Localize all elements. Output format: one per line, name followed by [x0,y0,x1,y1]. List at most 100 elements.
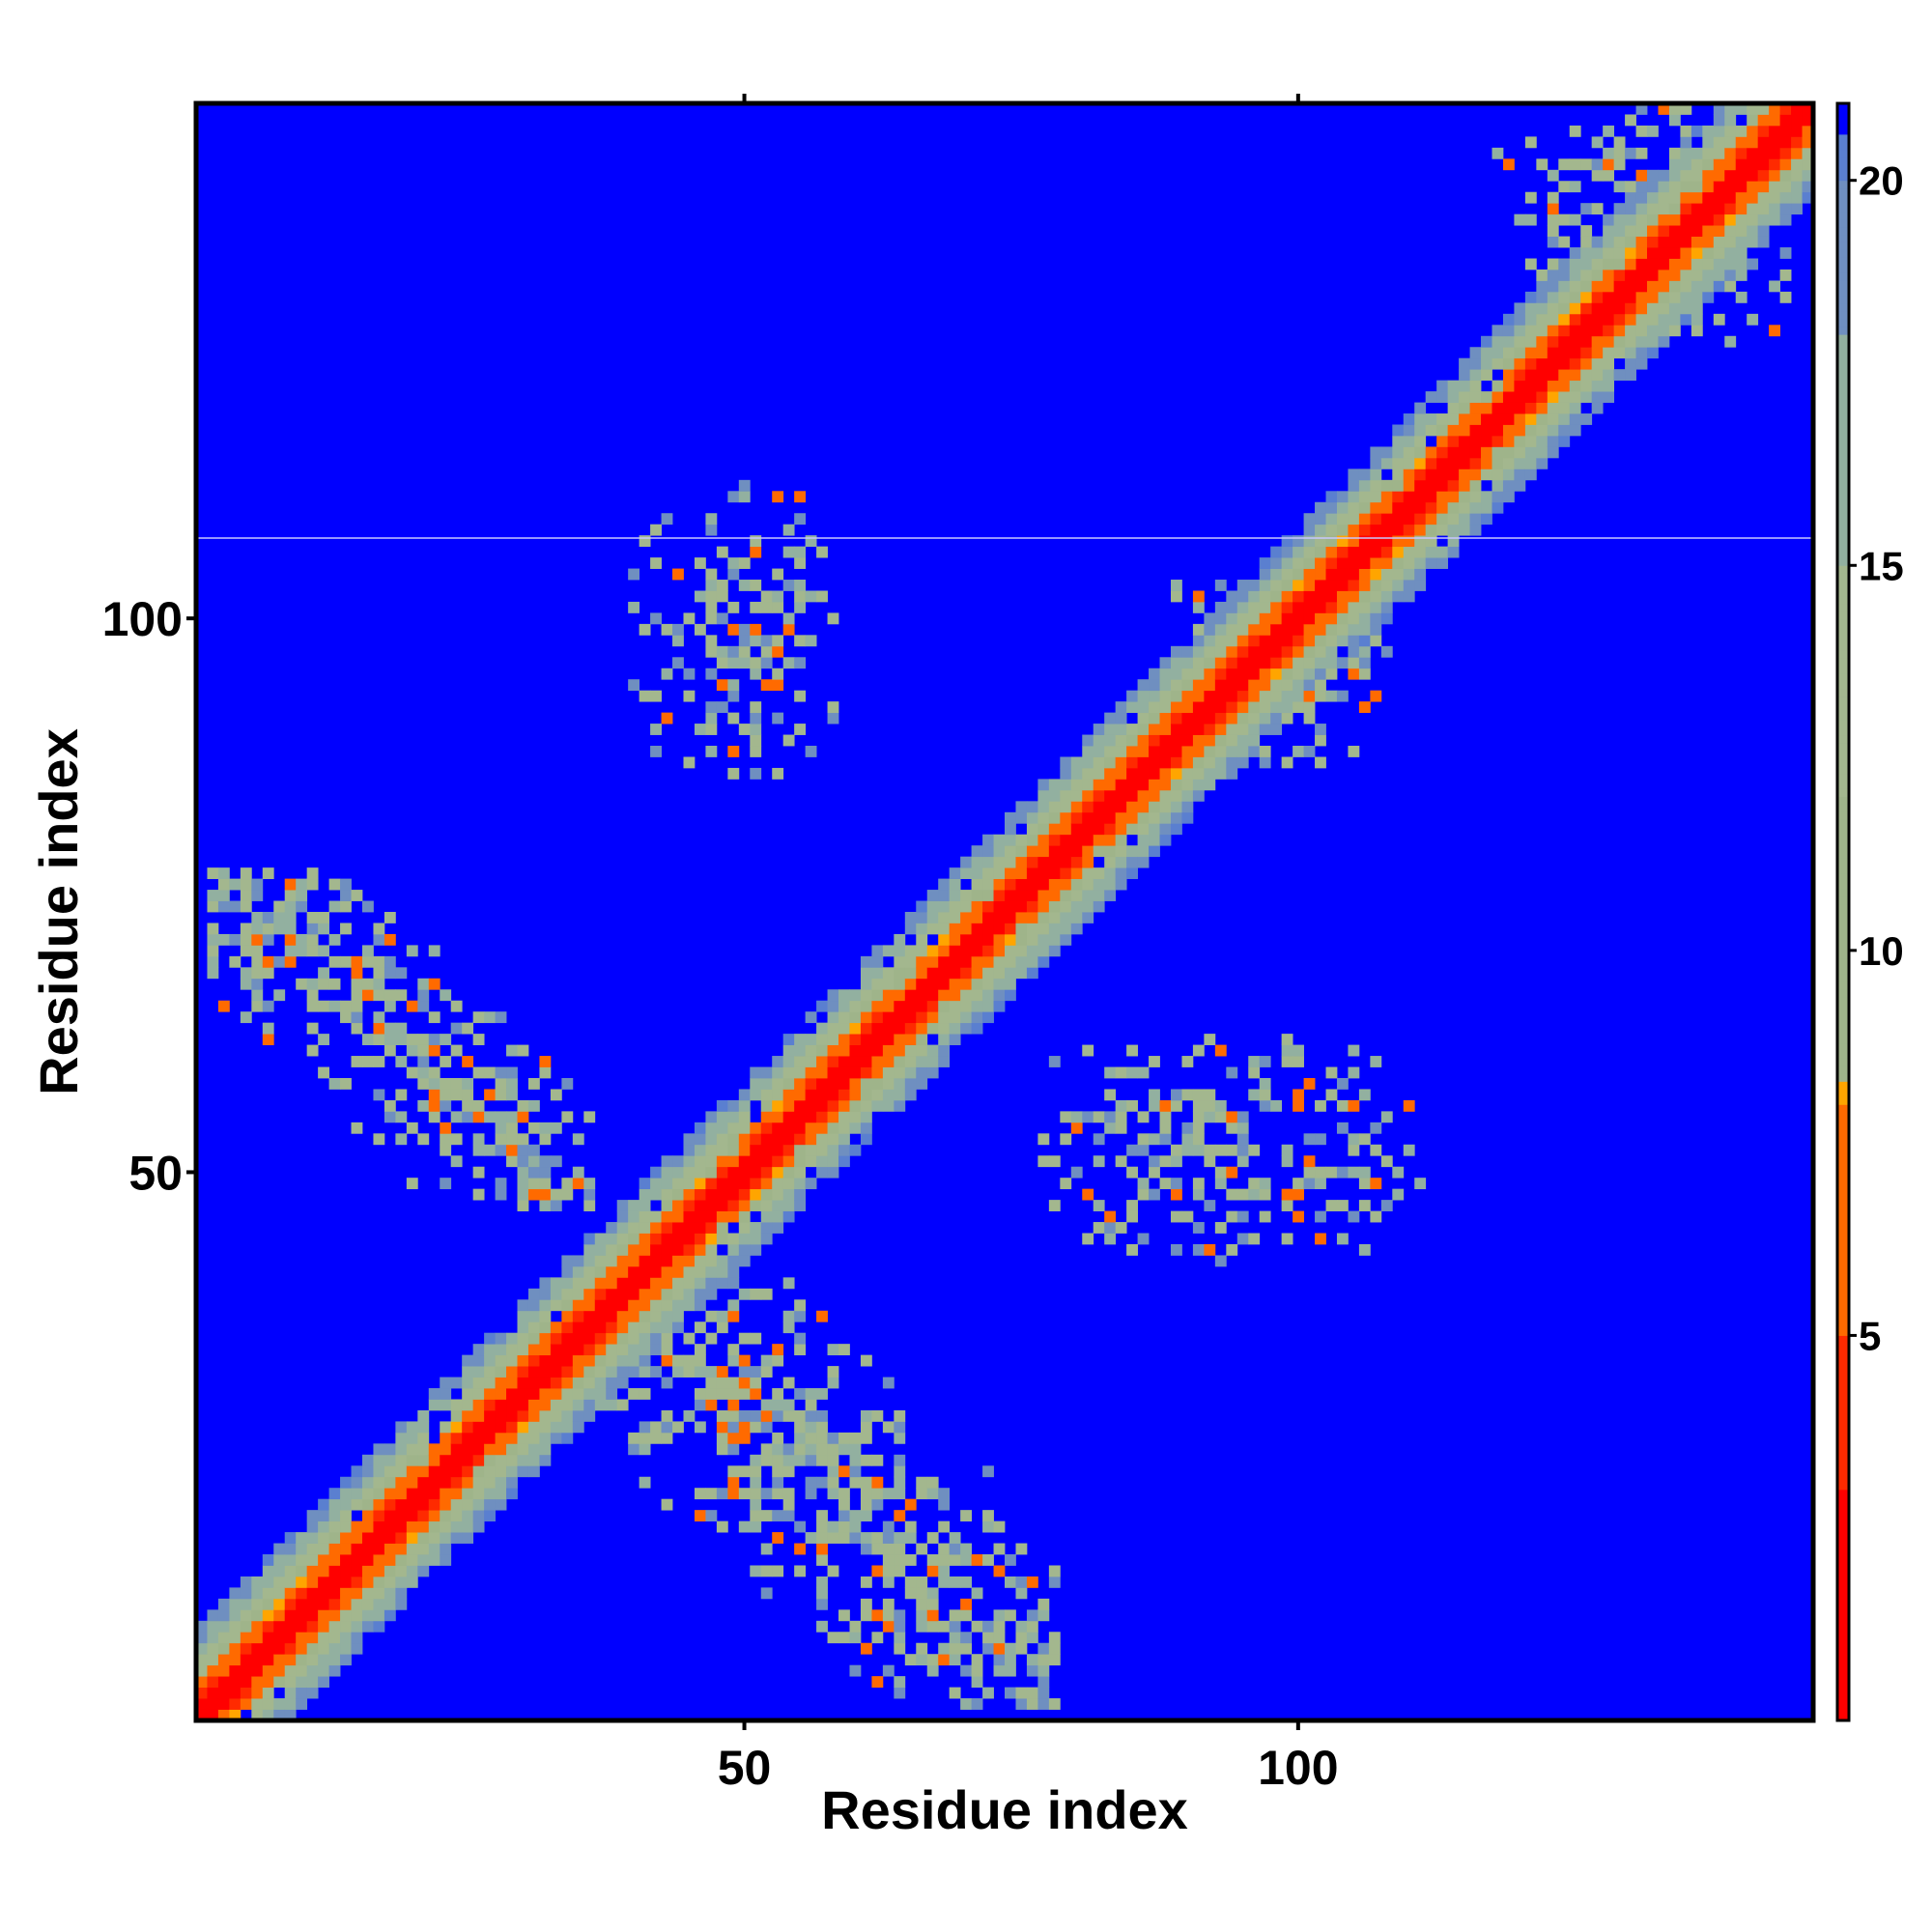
heatmap-cell [1613,258,1626,270]
heatmap-cell [1713,103,1725,115]
heatmap-cell [1149,701,1160,714]
heatmap-cell [583,1188,596,1201]
heatmap-cell [1348,557,1360,569]
heatmap-cell [284,1709,297,1721]
heatmap-cell [1159,690,1172,702]
heatmap-cell [1358,657,1371,669]
heatmap-cell [550,1432,562,1444]
heatmap-cell [772,1222,784,1234]
heatmap-cell [772,590,784,603]
heatmap-cell [1447,391,1460,403]
heatmap-cell [296,1632,308,1644]
heatmap-cell [1281,568,1293,581]
heatmap-cell [705,1510,718,1522]
heatmap-cell [816,1476,828,1489]
heatmap-cell [1569,258,1581,270]
heatmap-cell [207,890,219,901]
heatmap-cell [1591,335,1604,348]
heatmap-cell [251,1632,264,1644]
heatmap-cell [650,1255,662,1267]
heatmap-cell [827,1476,839,1489]
heatmap-cell [1613,313,1626,326]
heatmap-cell [1048,1056,1061,1067]
heatmap-cell [871,1632,884,1644]
colorbar-segment [1837,472,1849,482]
heatmap-cell [1181,746,1194,757]
heatmap-cell [904,923,917,935]
heatmap-cell [1558,258,1571,270]
heatmap-cell [982,923,994,935]
heatmap-cell [628,1321,640,1334]
heatmap-cell [694,1388,706,1400]
heatmap-cell [1370,501,1382,514]
colorbar-segment [1837,657,1849,667]
heatmap-cell [1236,701,1249,714]
heatmap-cell [1791,114,1803,127]
heatmap-cell [462,1498,474,1511]
heatmap-cell [805,1409,817,1422]
heatmap-cell [1492,347,1504,359]
heatmap-cell [616,1210,629,1223]
heatmap-cell [794,1133,807,1146]
heatmap-cell [816,1133,828,1146]
heatmap-cell [816,1111,828,1123]
heatmap-cell [1236,635,1249,647]
heatmap-cell [506,1044,518,1057]
heatmap-cell [1747,225,1759,237]
heatmap-cell [993,856,1006,868]
heatmap-cell [628,1432,640,1444]
heatmap-cell [794,1388,807,1400]
heatmap-cell [949,945,961,957]
heatmap-cell [1392,546,1405,558]
colorbar-segment [1837,796,1849,805]
heatmap-cell [904,1587,917,1600]
heatmap-cell [1403,446,1415,459]
colorbar-segment [1837,1343,1849,1351]
heatmap-cell [1181,811,1194,824]
heatmap-cell [1603,291,1615,303]
heatmap-cell [395,1488,408,1500]
heatmap-cell [351,1565,363,1577]
heatmap-cell [926,923,939,935]
heatmap-cell [716,580,728,591]
heatmap-cell [672,1321,684,1334]
heatmap-cell [1137,1144,1150,1156]
heatmap-cell [1149,690,1160,702]
heatmap-cell [805,1056,817,1067]
heatmap-cell [871,1034,884,1045]
heatmap-cell [894,967,906,980]
heatmap-cell [1613,269,1626,281]
heatmap-cell [1392,491,1405,503]
heatmap-cell [1580,335,1593,348]
heatmap-cell [1580,357,1593,370]
heatmap-cell [1259,612,1271,625]
heatmap-cell [782,546,795,558]
heatmap-cell [860,1432,872,1444]
colorbar-segment [1837,1543,1849,1552]
heatmap-cell [705,1255,718,1267]
heatmap-cell [860,1510,872,1522]
heatmap-cell [1104,1210,1117,1223]
heatmap-cell [616,1366,629,1378]
heatmap-cell [417,1476,430,1489]
heatmap-cell [1093,811,1105,824]
heatmap-cell [1204,734,1216,747]
heatmap-cell [882,967,895,980]
heatmap-cell [938,933,951,946]
heatmap-cell [838,1488,850,1500]
heatmap-cell [1214,601,1227,613]
heatmap-cell [1580,325,1593,337]
heatmap-cell [340,1510,352,1522]
heatmap-cell [882,1056,895,1067]
heatmap-cell [1259,679,1271,692]
heatmap-cell [639,1299,651,1312]
heatmap-cell [450,1000,463,1012]
heatmap-cell [594,1243,607,1256]
heatmap-cell [1769,125,1781,137]
heatmap-cell [1514,457,1526,469]
heatmap-cell [1348,645,1360,658]
heatmap-cell [561,1399,574,1411]
heatmap-cell [694,1243,706,1256]
heatmap-cell [1281,756,1293,769]
